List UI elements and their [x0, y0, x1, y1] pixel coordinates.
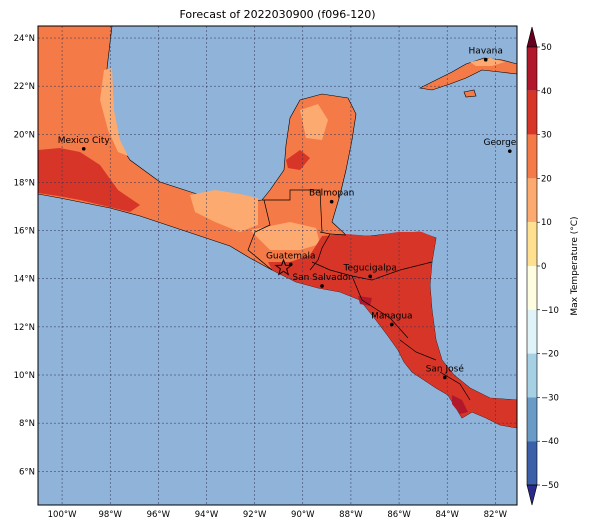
lon-tick-label: 86°W: [387, 510, 411, 520]
land-cuba-island: [463, 89, 477, 98]
colorbar-tick-label: 50: [541, 43, 552, 53]
lon-tick-label: 82°W: [484, 510, 508, 520]
city-label: Tegucigalpa: [343, 263, 397, 273]
colorbar-tick-label: −30: [541, 393, 559, 403]
land-warm-west: [38, 148, 140, 212]
lon-tick-label: 88°W: [339, 510, 363, 520]
colorbar: 50 40 30 20 10 0 −10 −20 −30 −40 −50 Max Temperatur…: [526, 26, 580, 506]
city-label: Havana: [469, 47, 503, 57]
lat-tick-label: 18°N: [14, 178, 35, 188]
colorbar-segment: [527, 309, 537, 354]
city-dot: [390, 322, 394, 327]
lon-tick-label: 98°W: [98, 510, 122, 520]
city-label: San Salvador: [292, 273, 352, 283]
lon-tick-label: 100°W: [48, 510, 77, 520]
colorbar-segment: [527, 397, 537, 442]
land-cool-south: [250, 222, 320, 250]
colorbar-extend-top: [526, 26, 538, 48]
city-dot: [320, 284, 324, 288]
land-hot-costa-rica: [452, 395, 468, 414]
city-label: Belmopan: [309, 189, 354, 199]
city-dot: [329, 199, 334, 204]
lat-tick-label: 20°N: [14, 130, 35, 140]
lat-tick-label: 12°N: [14, 323, 35, 333]
colorbar-tick-label: −50: [541, 481, 559, 491]
colorbar-tick-label: −10: [541, 306, 559, 316]
colorbar-segment: [527, 222, 537, 266]
city-label: San José: [426, 363, 465, 374]
city-label: Guatemala: [266, 251, 316, 261]
colorbar-tick-label: 10: [541, 218, 552, 228]
land-warm-yucatan: [286, 150, 310, 170]
star-marker-layer: [274, 258, 293, 276]
city-label: George Tow: [484, 138, 537, 148]
colorbar-tick-label: 40: [541, 87, 552, 97]
land-cuba-cool: [470, 58, 505, 66]
colorbar-tick-label: −40: [541, 437, 559, 447]
colorbar-segment: [527, 178, 537, 223]
lon-tick-label: 84°W: [435, 510, 459, 520]
lat-tick-label: 24°N: [14, 34, 35, 44]
colorbar-tick-label: 30: [541, 131, 552, 141]
map-frame: [37, 25, 518, 506]
city-label: Managua: [371, 311, 412, 321]
lon-tick-label: 94°W: [195, 510, 219, 520]
land-cuba: [419, 57, 517, 91]
city-dot: [81, 146, 86, 151]
lon-tick-labels: 100°W 98°W 96°W 94°W 92°W 90°W 88°W 86°W 84°W 82°…: [48, 510, 508, 520]
colorbar-tick-label: −20: [541, 350, 559, 360]
map-title: Forecast of 2022030900 (f096-120): [179, 8, 376, 21]
colorbar-label: Max Temperature (°C): [570, 216, 580, 315]
city-dot: [483, 57, 488, 62]
cities-layer: Havana Mexico City George Tow Belmopan Guate…: [58, 47, 537, 380]
lat-tick-label: 14°N: [14, 275, 35, 285]
land-cool-highlands: [100, 68, 128, 156]
colorbar-segment: [527, 353, 537, 398]
star-marker: [274, 258, 293, 276]
colorbar-extend-bottom: [526, 484, 538, 506]
lat-tick-label: 10°N: [14, 371, 35, 381]
colorbar-tick-label: 20: [541, 174, 552, 184]
colorbar-segment: [527, 134, 537, 179]
city-dot: [442, 375, 447, 380]
colorbar-segment: [527, 266, 537, 310]
colorbar-segment: [527, 90, 537, 135]
lon-tick-label: 90°W: [291, 510, 315, 520]
lat-tick-label: 16°N: [14, 227, 35, 237]
city-dot: [368, 274, 372, 279]
lon-tick-label: 96°W: [147, 510, 171, 520]
lat-tick-label: 8°N: [19, 419, 35, 429]
colorbar-tick-label: 0: [541, 262, 546, 272]
lat-tick-labels: 24°N 22°N 20°N 18°N 16°N 14°N 12°N 10°N 8°N 6°N: [14, 34, 35, 477]
land-cool-gulf: [190, 190, 258, 232]
land-warm-central: [268, 232, 517, 428]
city-dot: [507, 149, 512, 153]
lat-tick-label: 6°N: [19, 467, 35, 477]
city-label: Mexico City: [58, 136, 111, 146]
lon-tick-label: 92°W: [243, 510, 267, 520]
lat-tick-label: 22°N: [14, 82, 35, 92]
colorbar-segment: [527, 47, 537, 91]
colorbar-segment: [527, 441, 537, 485]
land-cool-yucatan: [300, 104, 328, 140]
